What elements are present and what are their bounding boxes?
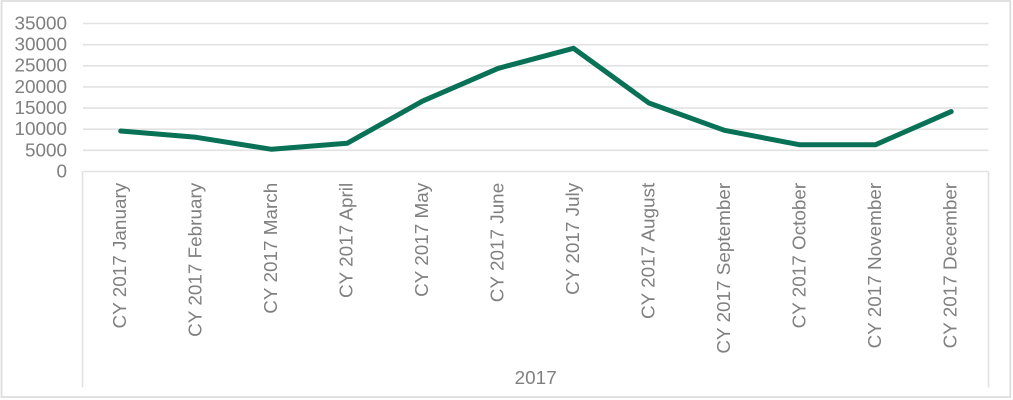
svg-text:0: 0: [56, 161, 67, 182]
svg-text:CY 2017 April: CY 2017 April: [337, 183, 358, 298]
svg-text:CY 2017 October: CY 2017 October: [789, 183, 810, 329]
svg-text:5000: 5000: [25, 140, 67, 161]
svg-text:CY 2017 July: CY 2017 July: [563, 182, 584, 295]
svg-text:CY 2017 December: CY 2017 December: [940, 183, 961, 349]
svg-text:CY 2017 September: CY 2017 September: [714, 183, 735, 354]
svg-text:CY 2017 February: CY 2017 February: [186, 182, 207, 337]
svg-text:20000: 20000: [14, 77, 67, 98]
svg-text:25000: 25000: [14, 56, 67, 77]
svg-text:CY 2017 June: CY 2017 June: [488, 183, 509, 302]
svg-text:CY 2017 January: CY 2017 January: [110, 182, 131, 328]
svg-text:CY 2017 November: CY 2017 November: [865, 183, 886, 349]
svg-text:2017: 2017: [515, 368, 557, 389]
svg-text:10000: 10000: [14, 119, 67, 140]
svg-text:35000: 35000: [14, 13, 67, 34]
svg-text:CY 2017 August: CY 2017 August: [638, 182, 659, 319]
svg-text:CY 2017 March: CY 2017 March: [261, 183, 282, 314]
svg-text:30000: 30000: [14, 35, 67, 56]
svg-text:CY 2017 May: CY 2017 May: [412, 182, 433, 297]
svg-text:15000: 15000: [14, 98, 67, 119]
